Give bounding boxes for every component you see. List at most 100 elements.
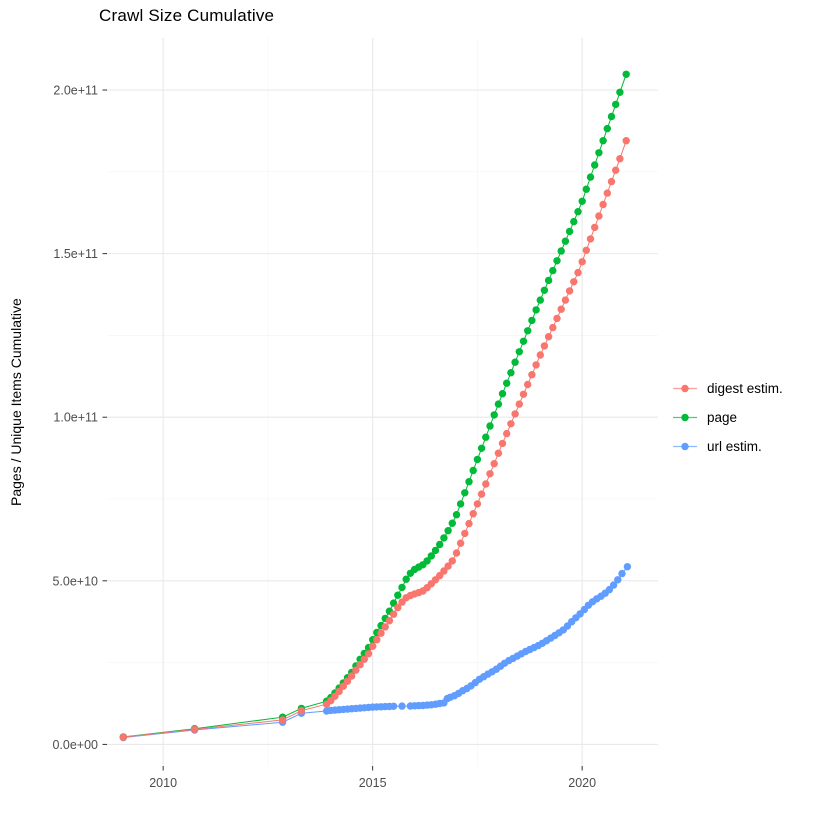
data-point <box>490 411 498 419</box>
data-point <box>498 439 507 448</box>
data-point <box>612 166 620 174</box>
data-point <box>595 212 603 220</box>
data-point <box>612 100 620 109</box>
data-point <box>482 433 490 441</box>
data-point <box>486 422 494 430</box>
data-point <box>461 489 469 497</box>
data-point <box>331 692 339 700</box>
data-point <box>591 223 599 232</box>
data-point <box>515 348 523 356</box>
legend-key-point <box>681 384 689 393</box>
data-point <box>622 137 630 145</box>
data-point <box>477 444 486 452</box>
data-point <box>389 702 398 710</box>
data-point <box>574 268 582 277</box>
legend: digest estim. page url estim. <box>672 380 783 455</box>
data-point <box>440 567 448 575</box>
data-point <box>498 390 507 398</box>
data-point <box>339 682 347 690</box>
data-point <box>190 725 199 734</box>
data-point <box>511 358 519 366</box>
data-point <box>540 342 549 350</box>
data-point <box>385 617 394 625</box>
data-point <box>524 380 532 389</box>
data-point <box>540 286 549 294</box>
data-point <box>373 636 381 644</box>
data-point <box>402 575 410 583</box>
data-point <box>511 410 519 418</box>
data-point <box>570 217 578 226</box>
data-point <box>389 610 398 618</box>
data-point <box>565 227 574 236</box>
data-point <box>528 316 536 325</box>
data-point <box>360 655 368 663</box>
data-point <box>503 379 511 387</box>
data-point <box>549 323 557 332</box>
series-line <box>123 566 628 738</box>
data-point <box>482 480 490 488</box>
data-point <box>452 511 461 519</box>
data-point <box>431 546 440 555</box>
data-point <box>427 552 435 560</box>
y-tick-label: 2.0e+11 <box>53 84 98 98</box>
data-point <box>490 460 498 468</box>
legend-key-point <box>681 413 689 422</box>
data-point <box>603 124 611 133</box>
data-point <box>486 470 494 478</box>
y-tick-label: 0.0e+00 <box>52 738 98 752</box>
data-point <box>544 276 553 285</box>
data-point <box>618 569 626 578</box>
data-point <box>494 400 503 408</box>
data-point <box>616 88 624 97</box>
legend-key-page <box>673 413 697 422</box>
data-point <box>519 337 528 345</box>
data-point <box>524 327 532 335</box>
legend-item-url-estim: url estim. <box>672 438 783 455</box>
data-point <box>369 642 377 650</box>
data-point <box>473 455 482 464</box>
y-tick-label: 1.0e+11 <box>53 411 98 425</box>
data-point <box>557 305 565 313</box>
data-point <box>343 677 352 685</box>
legend-key-url-estim <box>673 442 697 451</box>
data-point <box>586 173 595 181</box>
data-point <box>553 257 561 265</box>
x-tick-label: 2010 <box>149 776 177 790</box>
data-point <box>448 557 456 565</box>
data-point <box>607 177 616 186</box>
data-point <box>623 563 632 571</box>
data-point <box>536 351 544 359</box>
data-point <box>570 278 578 286</box>
data-point <box>616 155 624 163</box>
data-point <box>532 306 540 314</box>
data-point <box>574 208 582 216</box>
data-point <box>549 266 557 275</box>
data-point <box>398 702 406 710</box>
data-point <box>519 390 528 398</box>
data-point <box>456 500 465 508</box>
data-point <box>591 161 599 169</box>
data-point <box>494 449 503 457</box>
data-point <box>557 247 565 255</box>
data-point <box>515 400 523 408</box>
data-point <box>578 197 586 205</box>
legend-key-digest-estim <box>673 384 697 393</box>
x-tick-label: 2015 <box>359 776 387 790</box>
data-point <box>622 70 630 79</box>
data-point <box>586 235 595 243</box>
data-point <box>335 687 343 696</box>
data-point <box>465 478 473 486</box>
data-point <box>582 246 590 254</box>
data-point <box>352 666 360 674</box>
data-point <box>528 371 536 379</box>
data-point <box>452 549 461 557</box>
data-point <box>381 623 389 631</box>
legend-label: url estim. <box>707 439 762 454</box>
data-point <box>119 733 128 741</box>
x-tick-label: 2020 <box>568 776 596 790</box>
data-point <box>544 333 553 341</box>
data-point <box>448 519 456 527</box>
data-point <box>561 296 570 304</box>
legend-label: digest estim. <box>707 381 783 396</box>
